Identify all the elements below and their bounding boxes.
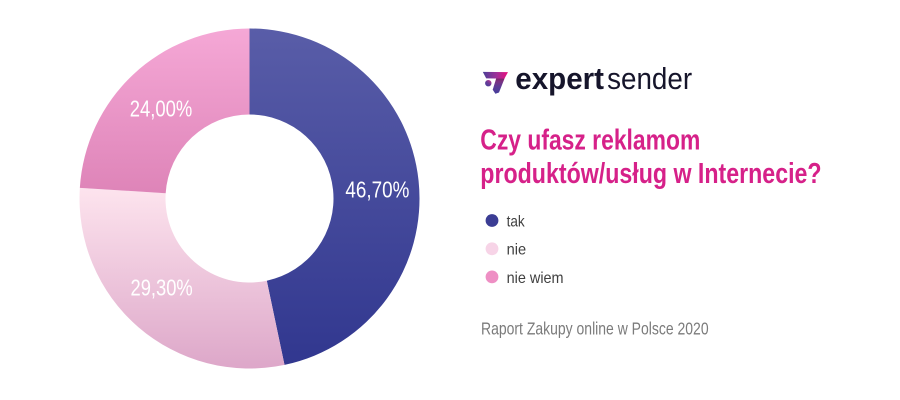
- svg-text:29,30%: 29,30%: [131, 275, 193, 301]
- svg-text:produktów/usług w Internecie?: produktów/usług w Internecie?: [480, 158, 821, 190]
- svg-text:expert: expert: [515, 62, 604, 96]
- svg-text:Czy ufasz reklamom: Czy ufasz reklamom: [480, 125, 700, 157]
- svg-text:tak: tak: [507, 213, 526, 230]
- svg-text:Raport Zakupy online w Polsce: Raport Zakupy online w Polsce 2020: [481, 319, 709, 339]
- svg-text:nie wiem: nie wiem: [507, 270, 564, 287]
- svg-text:sender: sender: [607, 62, 692, 96]
- svg-text:24,00%: 24,00%: [130, 96, 193, 122]
- svg-text:46,70%: 46,70%: [345, 176, 409, 202]
- svg-text:nie: nie: [507, 242, 527, 259]
